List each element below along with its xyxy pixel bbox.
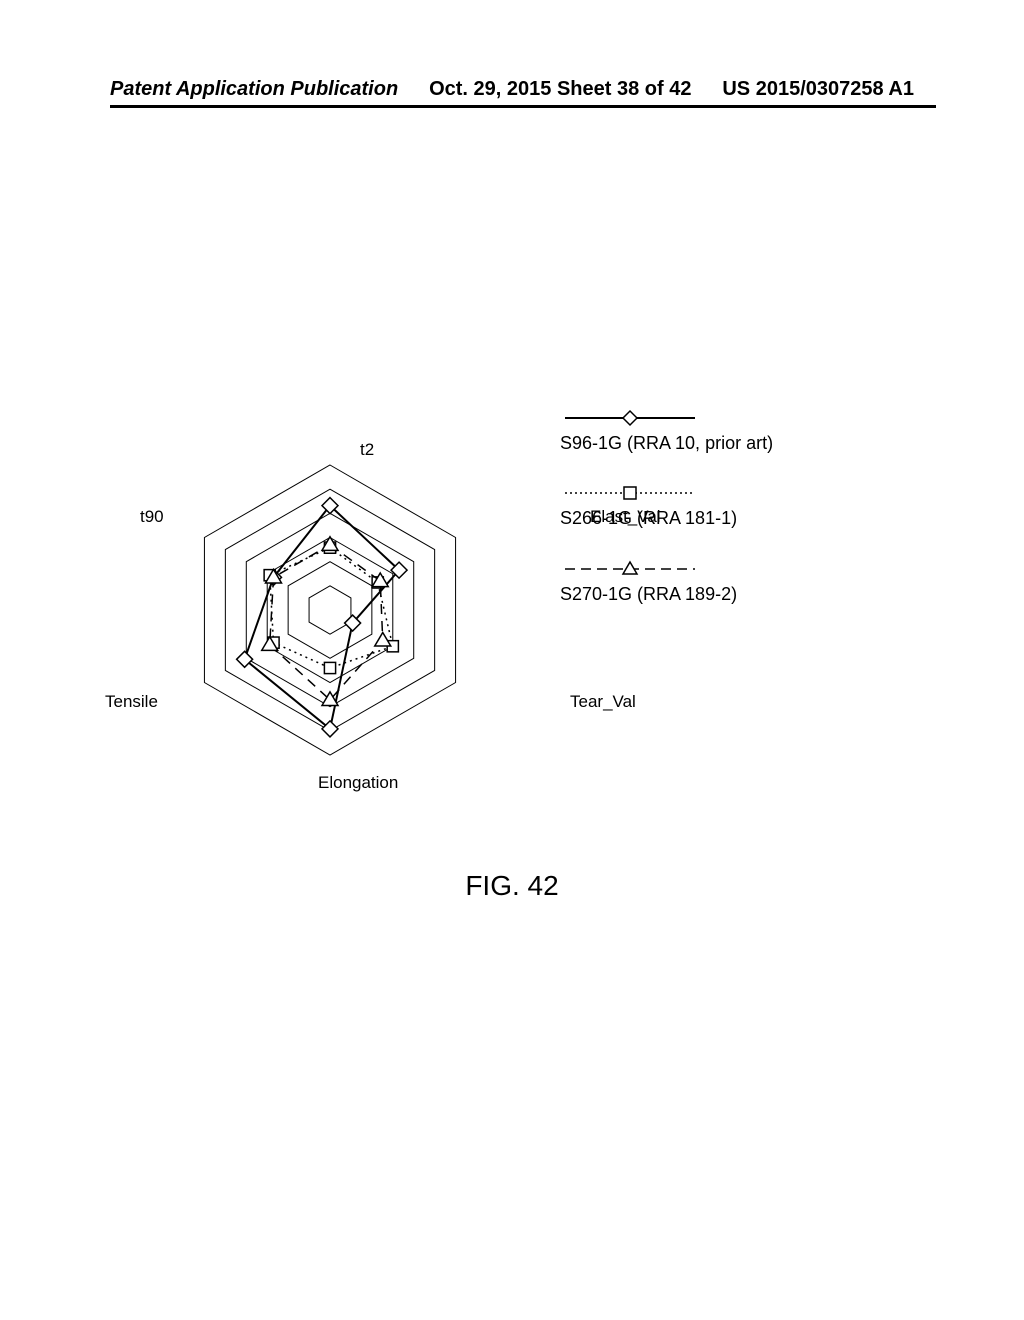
page-header: Patent Application Publication Oct. 29, … (0, 78, 1024, 101)
legend-line-dashed-triangle-icon (560, 559, 700, 579)
legend-label-1: S96-1G (RRA 10, prior art) (560, 432, 840, 455)
legend-line-solid-diamond-icon (560, 408, 700, 428)
legend-label-3: S270-1G (RRA 189-2) (560, 583, 840, 606)
legend-item-3: S270-1G (RRA 189-2) (560, 559, 840, 606)
axis-label-t2: t2 (360, 440, 374, 460)
header-right: US 2015/0307258 A1 (722, 78, 914, 101)
legend-item-1: S96-1G (RRA 10, prior art) (560, 408, 840, 455)
legend: S96-1G (RRA 10, prior art) S266-1G (RRA … (560, 408, 840, 634)
axis-label-tensile: Tensile (105, 692, 158, 712)
legend-item-2: S266-1G (RRA 181-1) (560, 483, 840, 530)
axis-label-tear-val: Tear_Val (570, 692, 636, 712)
figure-label: FIG. 42 (0, 870, 1024, 902)
radar-chart (140, 420, 520, 800)
radar-svg (140, 420, 520, 800)
header-center: Oct. 29, 2015 Sheet 38 of 42 (429, 78, 691, 101)
axis-label-t90: t90 (140, 507, 164, 527)
header-divider (110, 105, 936, 108)
legend-line-dotted-square-icon (560, 483, 700, 503)
axis-label-elongation: Elongation (318, 773, 398, 793)
header-left: Patent Application Publication (110, 78, 398, 101)
legend-label-2: S266-1G (RRA 181-1) (560, 507, 840, 530)
